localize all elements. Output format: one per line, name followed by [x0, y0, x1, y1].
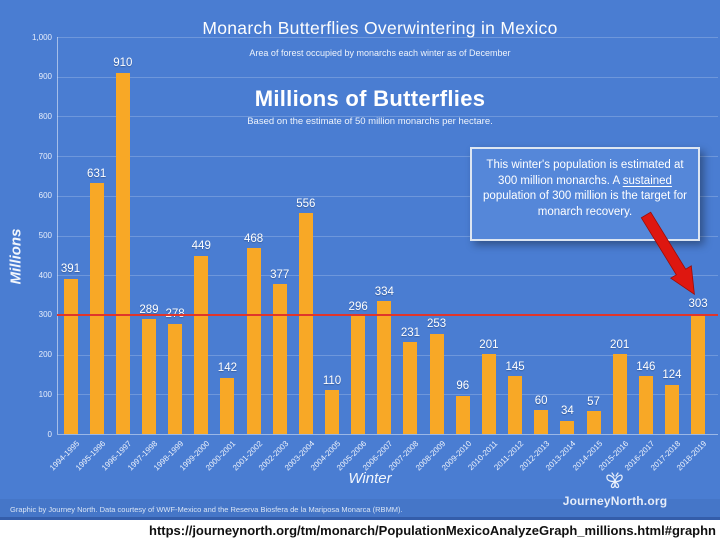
- y-tick-label: 300: [38, 310, 52, 320]
- bar-value-label: 449: [191, 240, 211, 253]
- y-axis-label: Millions: [7, 228, 25, 285]
- bar: [403, 342, 418, 434]
- footer-edge: [0, 517, 720, 520]
- bar-value-label: 556: [296, 197, 316, 210]
- chart-title: Monarch Butterflies Overwintering in Mex…: [202, 18, 558, 38]
- bar-value-label: 303: [688, 298, 708, 311]
- bar: [612, 354, 627, 434]
- bar: [272, 284, 287, 434]
- gridline-800: [57, 116, 718, 118]
- y-tick-label: 700: [38, 151, 52, 161]
- bar-value-label: 201: [479, 338, 499, 351]
- bar-value-label: 334: [374, 285, 394, 298]
- y-tick-label: 400: [38, 270, 52, 280]
- bar: [586, 411, 601, 434]
- chart-heading-block: Millions of Butterflies Based on the est…: [20, 86, 720, 127]
- bar-value-label: 253: [427, 318, 447, 331]
- y-tick-label: 800: [38, 111, 52, 121]
- chart-heading: Millions of Butterflies: [254, 86, 486, 111]
- bar-value-label: 60: [534, 394, 548, 407]
- bar: [89, 183, 104, 434]
- bar-value-label: 96: [456, 380, 470, 393]
- bar-value-label: 910: [113, 57, 133, 70]
- bar-value-label: 34: [560, 405, 574, 417]
- annotation-text-after: population of 300 million is the target …: [483, 190, 687, 218]
- bar: [194, 255, 209, 434]
- bar: [455, 395, 470, 434]
- bar-value-label: 391: [60, 263, 81, 276]
- y-tick-label: 100: [38, 389, 52, 399]
- bar: [63, 278, 78, 434]
- bar: [691, 313, 706, 434]
- y-tick-label: 1,000: [31, 32, 52, 42]
- gridline-700: [57, 156, 718, 158]
- bar-value-label: 124: [662, 369, 682, 382]
- bar-value-label: 57: [587, 395, 600, 408]
- y-tick-label: 600: [38, 191, 52, 201]
- gridline-600: [57, 195, 718, 197]
- gridline-900: [57, 76, 718, 78]
- y-tick-label: 900: [38, 72, 52, 82]
- bar: [560, 420, 575, 434]
- bar-value-label: 142: [217, 362, 237, 375]
- bar: [141, 319, 156, 434]
- gridline-400: [57, 275, 718, 277]
- bar: [638, 376, 653, 434]
- bar-value-label: 631: [87, 167, 107, 180]
- footer-band: [0, 499, 720, 520]
- bar-value-label: 145: [505, 360, 525, 373]
- annotation-text-underlined: sustained: [622, 174, 672, 187]
- y-tick-label: 0: [47, 429, 52, 439]
- x-axis-label: Winter: [348, 470, 392, 487]
- bar-value-label: 377: [270, 268, 290, 281]
- bar: [220, 377, 235, 434]
- bar: [351, 316, 366, 434]
- bar: [377, 301, 392, 434]
- bar: [325, 390, 339, 434]
- bar: [115, 72, 130, 434]
- y-tick-label: 500: [38, 231, 52, 240]
- y-tick-label: 200: [38, 350, 52, 360]
- monarch-chart: 0 100 200 300 400 500 600 700 800 900 1,000 391 1994…: [0, 0, 720, 520]
- bar-value-label: 289: [139, 303, 159, 316]
- bar: [298, 213, 313, 434]
- butterfly-icon: [606, 472, 623, 489]
- gridline-500: [57, 235, 718, 237]
- chart-heading-note: Based on the estimate of 50 million mona…: [247, 116, 493, 127]
- bar: [168, 323, 183, 434]
- bar: [429, 333, 444, 434]
- url-caption-bar: https://journeynorth.org/tm/monarch/Popu…: [0, 520, 720, 540]
- chart-subtitle: Area of forest occupied by monarchs each…: [249, 48, 511, 58]
- bar: [481, 354, 496, 434]
- bar: [664, 384, 679, 434]
- reference-line-300: [57, 313, 718, 316]
- journeynorth-logo: JourneyNorth.org: [560, 470, 670, 508]
- y-axis-line: [57, 37, 58, 434]
- bar: [534, 410, 549, 434]
- url-text: https://journeynorth.org/tm/monarch/Popu…: [149, 522, 716, 538]
- credit-text: Graphic by Journey North. Data courtesy …: [10, 505, 403, 514]
- annotation-text-before: This winter's population is estimated at…: [486, 159, 684, 187]
- bar-value-label: 146: [636, 360, 656, 373]
- bar-value-label: 296: [348, 300, 368, 313]
- chart-title-block: Monarch Butterflies Overwintering in Mex…: [40, 18, 720, 58]
- gridline-1000: [57, 37, 718, 38]
- bar: [246, 248, 261, 434]
- gridline-0: [57, 434, 718, 435]
- bar-value-label: 231: [400, 326, 421, 339]
- bar-value-label: 110: [322, 374, 342, 387]
- bar: [508, 376, 523, 434]
- logo-text: JourneyNorth.org: [562, 494, 668, 508]
- annotation-box: This winter's population is estimated at…: [470, 147, 700, 241]
- bar-value-label: 201: [610, 338, 630, 351]
- bar-value-label: 468: [243, 232, 264, 245]
